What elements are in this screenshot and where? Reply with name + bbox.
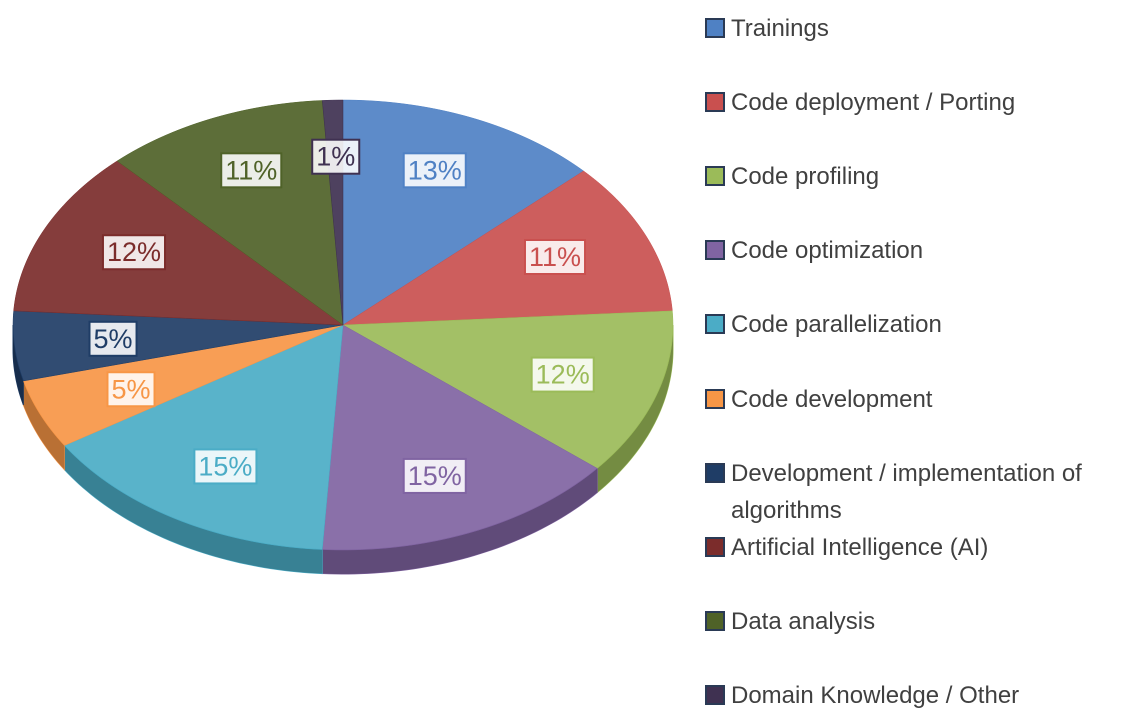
data-label-box bbox=[530, 356, 595, 393]
legend-swatch bbox=[705, 166, 725, 187]
data-label: 5% bbox=[106, 371, 156, 408]
data-label-box bbox=[193, 448, 258, 485]
data-label: 12% bbox=[530, 356, 595, 393]
legend-swatch bbox=[705, 610, 725, 631]
legend-label: Domain Knowledge / Other bbox=[731, 681, 1020, 709]
legend-swatch bbox=[705, 684, 725, 705]
data-label-text: 12% bbox=[536, 360, 590, 390]
slice bbox=[342, 310, 674, 469]
data-label-box bbox=[311, 138, 361, 175]
legend-label: Code development bbox=[731, 385, 933, 413]
data-label: 13% bbox=[402, 152, 467, 189]
data-label-text: 11% bbox=[225, 155, 277, 185]
data-label-box bbox=[523, 238, 587, 275]
slice bbox=[13, 160, 344, 326]
data-label: 5% bbox=[88, 320, 138, 357]
slice-side-shade bbox=[23, 380, 65, 470]
legend-item: Code development bbox=[705, 381, 1115, 418]
slice bbox=[342, 170, 673, 326]
legend-swatch bbox=[705, 462, 725, 483]
data-label-text: 11% bbox=[529, 242, 581, 272]
legend-swatch bbox=[705, 18, 725, 38]
legend-swatch bbox=[705, 388, 725, 409]
legend-label: Code profiling bbox=[731, 163, 880, 191]
slice-side-shade bbox=[597, 325, 673, 493]
data-label: 15% bbox=[193, 448, 258, 485]
legend-item: Code deployment / Porting bbox=[705, 84, 1115, 121]
slice bbox=[116, 100, 344, 326]
legend-label: Development / implementation of algorith… bbox=[731, 459, 1082, 524]
data-label: 11% bbox=[523, 238, 587, 275]
data-label-box bbox=[106, 371, 156, 408]
data-label-box bbox=[402, 457, 467, 494]
legend-item: Code profiling bbox=[705, 158, 1115, 195]
data-label-text: 1% bbox=[316, 142, 355, 172]
pie-area: 13% 11% 12% 15% 15% 5% 5% 12% 11% 1% bbox=[12, 99, 674, 575]
legend-swatch bbox=[705, 240, 725, 261]
legend-label: Code deployment / Porting bbox=[731, 89, 1016, 117]
data-label-text: 13% bbox=[408, 155, 462, 185]
data-label-text: 12% bbox=[107, 237, 161, 267]
data-label: 15% bbox=[402, 457, 467, 494]
data-label-text: 5% bbox=[94, 324, 133, 354]
legend-label: Trainings bbox=[731, 15, 829, 42]
data-label-box bbox=[402, 152, 467, 189]
data-label: 1% bbox=[311, 138, 361, 175]
legend-swatch bbox=[705, 92, 725, 113]
data-labels: 13% 11% 12% 15% 15% 5% 5% 12% 11% 1% bbox=[88, 138, 595, 494]
slice bbox=[322, 324, 598, 551]
legend-item: Code parallelization bbox=[705, 306, 1115, 343]
legend-item: Data analysis bbox=[705, 603, 1115, 640]
legend-label: Code optimization bbox=[731, 237, 924, 265]
legend-swatch bbox=[705, 536, 725, 557]
legend-label: Data analysis bbox=[731, 607, 876, 635]
data-label: 11% bbox=[220, 152, 283, 189]
legend-item: Artificial Intelligence (AI) bbox=[705, 529, 1115, 566]
legend-label: Artificial Intelligence (AI) bbox=[731, 533, 989, 561]
slice bbox=[23, 324, 344, 446]
data-label: 12% bbox=[101, 234, 167, 271]
pie-tops bbox=[12, 99, 674, 551]
legend-swatch bbox=[705, 314, 725, 335]
slice bbox=[63, 324, 344, 550]
data-label-box bbox=[88, 320, 138, 357]
legend-item: Development / implementation of algorith… bbox=[705, 455, 1115, 529]
data-label-box bbox=[101, 234, 167, 271]
data-label-box bbox=[220, 152, 283, 189]
slice-side-shade bbox=[64, 445, 323, 574]
legend-item: Domain Knowledge / Other bbox=[705, 677, 1115, 709]
legend-item: Trainings bbox=[705, 10, 1115, 47]
data-label-text: 15% bbox=[408, 461, 462, 491]
legend-item: Code optimization bbox=[705, 232, 1115, 269]
data-label-text: 15% bbox=[198, 451, 252, 481]
data-label-text: 5% bbox=[111, 374, 150, 404]
legend-label: Code parallelization bbox=[731, 311, 942, 339]
